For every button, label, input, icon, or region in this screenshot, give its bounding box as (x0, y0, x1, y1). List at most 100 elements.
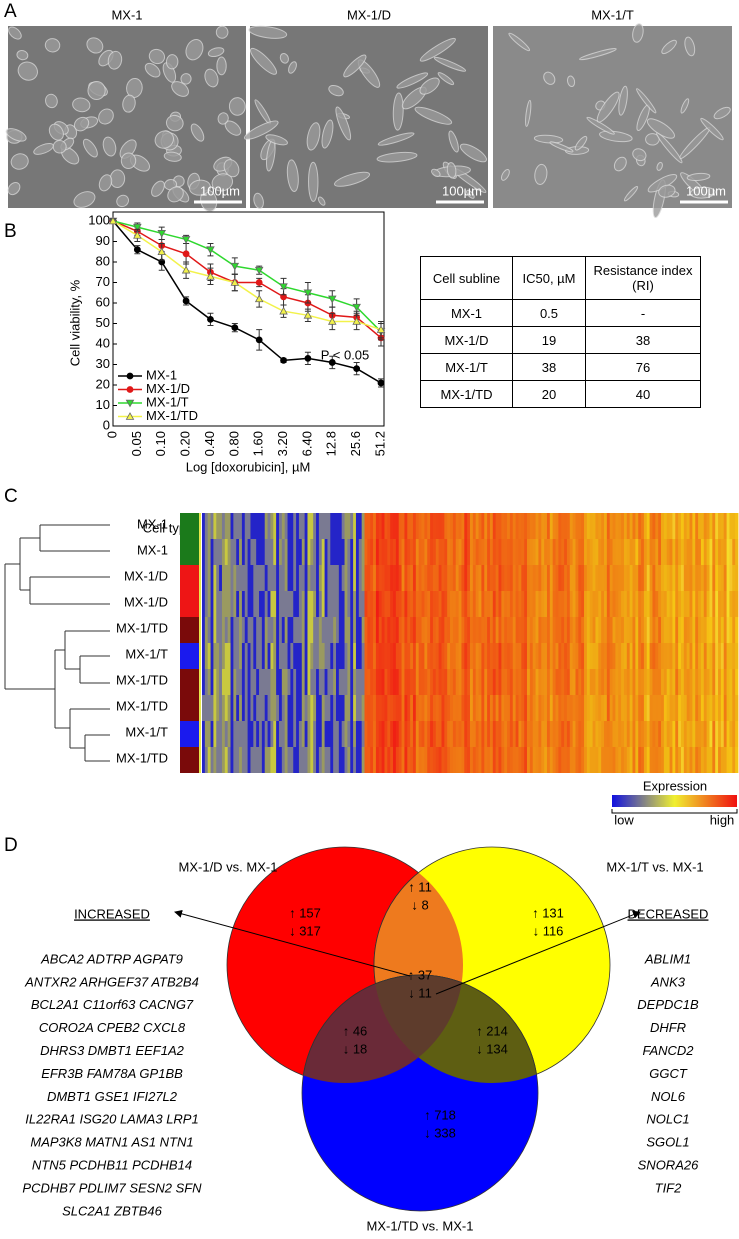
heatmap-cell (307, 617, 311, 643)
heatmap-cell (729, 617, 733, 643)
cell-shape (343, 54, 367, 78)
heatmap-cell (686, 695, 690, 721)
heatmap-cell (601, 591, 605, 617)
heatmap-cell (381, 617, 385, 643)
heatmap-cell (507, 669, 511, 695)
heatmap-cell (492, 565, 497, 591)
heatmap-cell (461, 643, 465, 669)
region-count-up: ↑ 157 (289, 905, 321, 920)
heatmap-cell (230, 721, 234, 747)
heatmap-cell (566, 565, 571, 591)
heatmap-cell (207, 539, 211, 565)
heatmap-cell (233, 617, 237, 643)
heatmap-cell (649, 617, 653, 643)
heatmap-cell (330, 591, 334, 617)
heatmap-cell (498, 591, 502, 617)
heatmap-cell (629, 617, 633, 643)
heatmap-cell (501, 669, 505, 695)
heatmap-cell (207, 591, 211, 617)
heatmap-cell (267, 513, 271, 539)
heatmap-cell (427, 747, 431, 773)
heatmap-cell (615, 695, 619, 721)
arrow (435, 910, 641, 995)
heatmap-cell (498, 669, 502, 695)
heatmap-cell (375, 747, 380, 773)
heatmap-cell (632, 669, 636, 695)
heatmap-cell (253, 721, 257, 747)
heatmap-cell (515, 695, 519, 721)
heatmap-cell (367, 565, 371, 591)
heatmap-cell (421, 591, 425, 617)
heatmap-cell (310, 643, 314, 669)
heatmap-cell (270, 643, 274, 669)
x-tick-label: 6.40 (299, 431, 314, 456)
region-count-down: ↓ 317 (289, 923, 321, 938)
heatmap-cell (595, 617, 599, 643)
heatmap-cell (669, 747, 673, 773)
heatmap-cell (504, 565, 508, 591)
heatmap-cell (672, 721, 676, 747)
heatmap-cell (370, 747, 374, 773)
heatmap-cell (649, 721, 653, 747)
heatmap-cell (407, 643, 411, 669)
heatmap-cell (336, 721, 340, 747)
heatmap-cell (313, 695, 317, 721)
heatmap-cell (310, 695, 314, 721)
heatmap-cell (421, 747, 425, 773)
heatmap-cell (373, 617, 377, 643)
legend-title: Expression (643, 778, 707, 793)
heatmap-cell (401, 669, 405, 695)
heatmap-cell (307, 721, 311, 747)
heatmap-cell (484, 695, 488, 721)
heatmap-cell (598, 643, 602, 669)
heatmap-cell (236, 565, 240, 591)
heatmap-cell (430, 669, 434, 695)
heatmap-cell (552, 721, 556, 747)
heatmap-cell (492, 669, 497, 695)
micrograph-title: MX-1 (111, 7, 142, 22)
heatmap-cell (652, 617, 656, 643)
table-row: MX-1/T 38 76 (420, 353, 701, 381)
heatmap-cell (535, 565, 539, 591)
row-label: MX-1/T (125, 724, 168, 739)
heatmap-cell (432, 669, 437, 695)
heatmap-cell (287, 565, 291, 591)
cell-type-swatch (180, 695, 199, 721)
heatmap-cell (638, 721, 642, 747)
heatmap-cell (441, 617, 445, 643)
heatmap-cell (626, 513, 631, 539)
heatmap-cell (552, 747, 556, 773)
heatmap-cell (415, 591, 420, 617)
heatmap-cell (689, 695, 693, 721)
heatmap-cell (267, 591, 271, 617)
heatmap-cell (561, 747, 565, 773)
heatmap-cell (233, 565, 237, 591)
heatmap-cell (669, 565, 673, 591)
heatmap-cell (552, 669, 556, 695)
heatmap-cell (552, 513, 556, 539)
heatmap-cell (324, 591, 328, 617)
heatmap-cell (669, 643, 673, 669)
heatmap-cell (623, 565, 628, 591)
heatmap-cell (393, 539, 397, 565)
heatmap-cell (304, 695, 308, 721)
heatmap-cell (646, 539, 651, 565)
heatmap-cell (355, 539, 360, 565)
heatmap-cell (444, 591, 448, 617)
cell-shape (549, 141, 574, 153)
heatmap-cell (333, 695, 337, 721)
heatmap-cell (210, 565, 214, 591)
heatmap-cell (276, 721, 280, 747)
heatmap-cell (675, 617, 679, 643)
cell-shape (586, 116, 615, 135)
heatmap-cell (641, 669, 645, 695)
heatmap-cell (532, 617, 536, 643)
heatmap-cell (604, 617, 608, 643)
heatmap-cell (604, 721, 608, 747)
heatmap-cell (472, 539, 477, 565)
region-count-up: ↑ 11 (408, 879, 432, 894)
heatmap-cell (578, 721, 582, 747)
heatmap-cell (703, 643, 708, 669)
heatmap-cell (683, 721, 688, 747)
heatmap-cell (575, 695, 579, 721)
